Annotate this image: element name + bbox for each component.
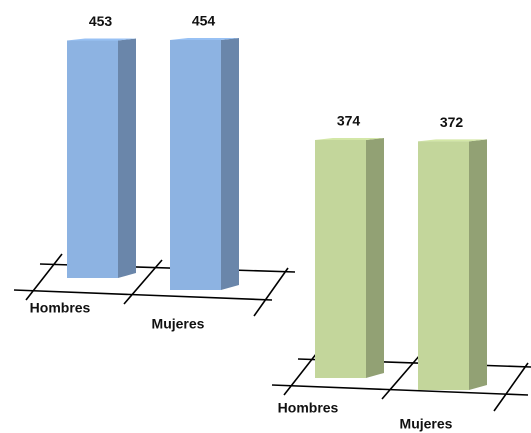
data-label: 374: [337, 113, 361, 129]
x-tick-label: Mujeres: [152, 316, 205, 332]
bar-top: [67, 38, 136, 41]
bar: [315, 140, 366, 378]
bar-top: [315, 138, 384, 140]
data-label: 372: [440, 114, 464, 130]
x-tick-label: Hombres: [278, 400, 339, 416]
x-tick-label: Mujeres: [400, 416, 453, 432]
bar: [418, 141, 469, 390]
data-label: 453: [89, 13, 113, 29]
bar-top: [170, 38, 239, 40]
bar-top: [418, 139, 487, 142]
data-label: 454: [192, 13, 216, 29]
x-tick-label: Hombres: [30, 300, 91, 316]
bar-side: [366, 138, 384, 378]
bar: [170, 40, 221, 290]
bar-side: [469, 139, 487, 390]
bar-side: [118, 38, 136, 278]
bar: [67, 40, 118, 278]
bar-side: [221, 38, 239, 290]
